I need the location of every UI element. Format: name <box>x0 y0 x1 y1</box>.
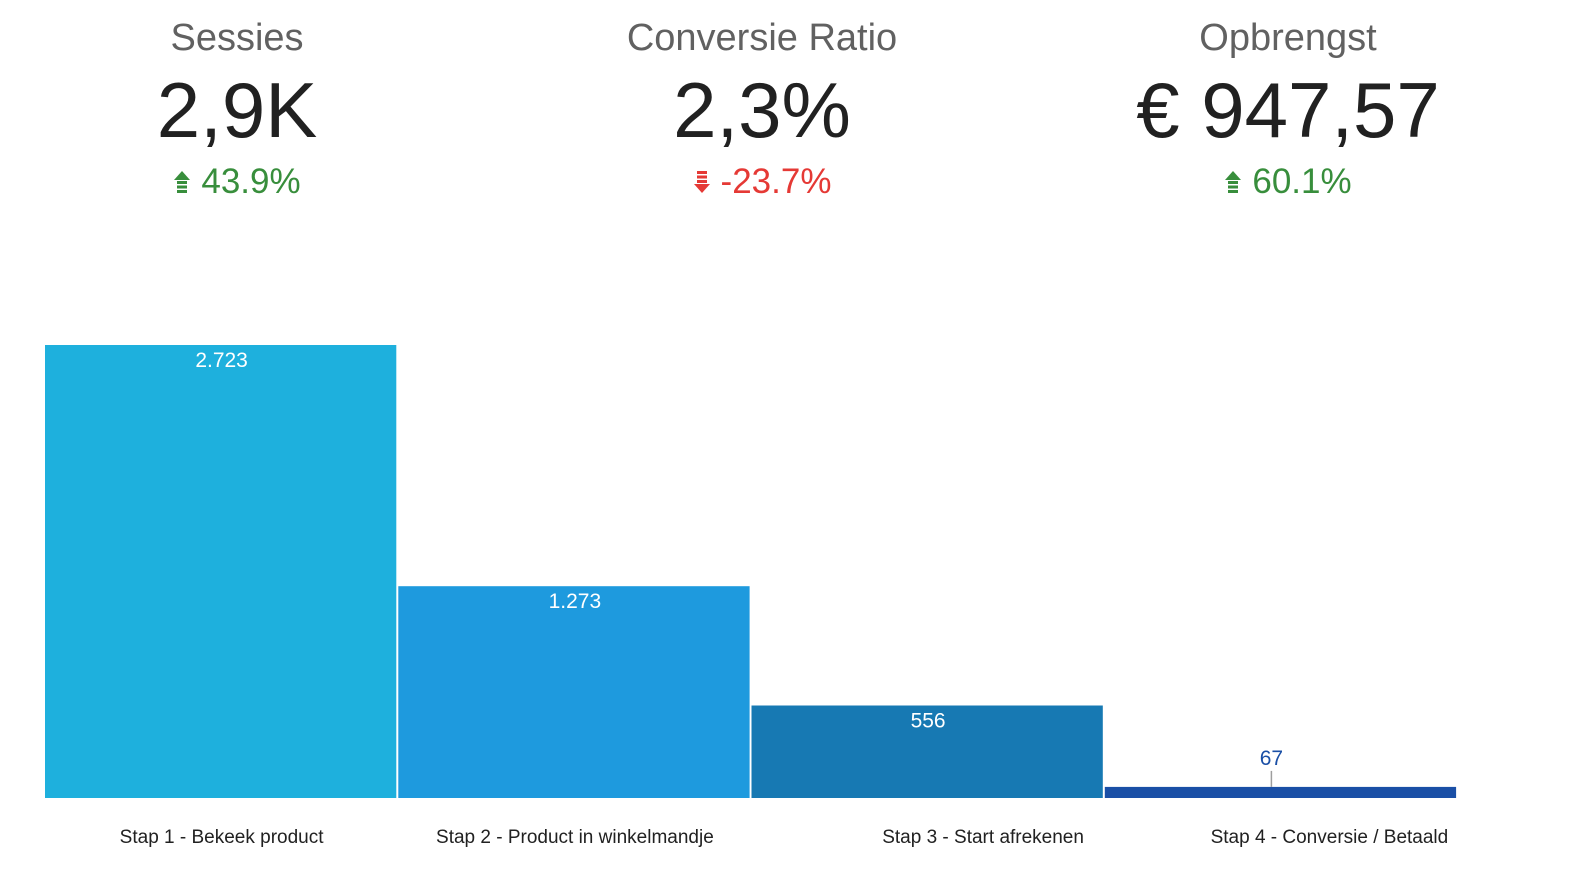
bars <box>45 345 1457 798</box>
kpi-delta-value: -23.7% <box>720 162 832 201</box>
bar-1 <box>45 345 397 798</box>
arrow-up-icon <box>1224 168 1242 196</box>
category-label: Stap 1 - Bekeek product <box>120 827 325 848</box>
kpi-value: 2,9K <box>156 66 318 154</box>
category-label: Stap 3 - Start afrekenen <box>882 827 1084 848</box>
kpi-value: 2,3% <box>673 66 851 154</box>
kpi-delta-value: 60.1% <box>1252 162 1352 201</box>
kpi-label: Opbrengst <box>1199 17 1377 59</box>
kpi-conversion-ratio: Conversie Ratio 2,3% -23.7% <box>552 14 972 204</box>
bar-value-label: 67 <box>1260 747 1283 770</box>
kpi-delta-value: 43.9% <box>201 162 301 201</box>
labels: 2.723 Stap 1 - Bekeek product 1.273 Stap 2 … <box>120 349 1449 848</box>
bar-value-label: 1.273 <box>549 590 602 613</box>
category-label: Stap 4 - Conversie / Betaald <box>1211 827 1449 848</box>
kpi-value: € 947,57 <box>1136 66 1440 154</box>
category-label: Stap 2 - Product in winkelmandje <box>436 827 714 848</box>
kpi-sessions: Sessies 2,9K 43.9% <box>27 14 447 204</box>
kpi-delta: 60.1% <box>1078 160 1498 204</box>
kpi-delta: -23.7% <box>552 160 972 204</box>
bar-value-label: 556 <box>911 710 946 733</box>
kpi-label: Conversie Ratio <box>626 17 898 59</box>
bar-3 <box>751 705 1103 798</box>
bar-2 <box>398 586 750 798</box>
kpi-delta: 43.9% <box>27 160 447 204</box>
arrow-down-icon <box>693 168 711 196</box>
arrow-up-icon <box>173 168 191 196</box>
bar-value-label: 2.723 <box>195 349 248 372</box>
bar-4 <box>1104 786 1457 798</box>
kpi-revenue: Opbrengst € 947,57 60.1% <box>1078 14 1498 204</box>
kpi-label: Sessies <box>170 17 304 59</box>
